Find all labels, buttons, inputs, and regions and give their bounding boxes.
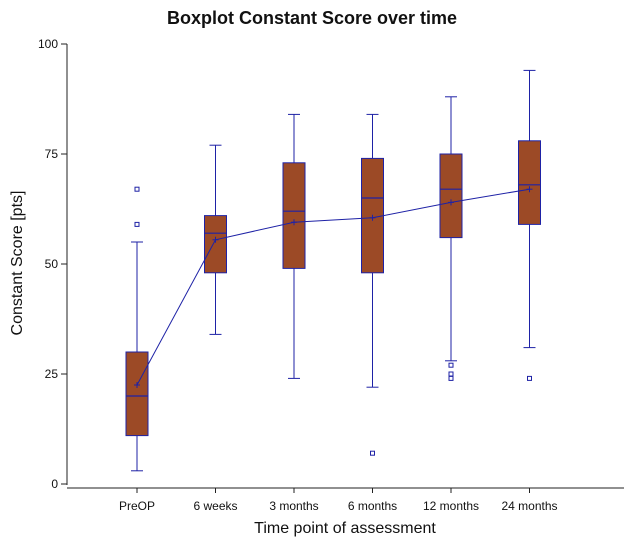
- x-tick-label: 6 weeks: [193, 499, 237, 513]
- y-tick-label: 75: [45, 147, 59, 161]
- x-axis-label: Time point of assessment: [254, 520, 436, 537]
- chart-title: Boxplot Constant Score over time: [166, 8, 458, 28]
- y-tick-label: 0: [51, 477, 58, 491]
- box-iqr: [204, 215, 227, 274]
- x-tick-label: 3 months: [269, 499, 318, 513]
- outlier-point: [527, 375, 532, 381]
- x-tick-label: PreOP: [119, 499, 155, 513]
- x-tick-label: 24 months: [501, 499, 557, 513]
- x-tick-label: 12 months: [423, 499, 479, 513]
- outlier-point: [134, 221, 140, 227]
- y-tick-label: 25: [45, 367, 59, 381]
- outlier-point: [448, 362, 454, 368]
- mean-line: [136, 188, 530, 386]
- outlier-point: [370, 450, 375, 456]
- outlier-point: [448, 371, 454, 377]
- box-iqr: [125, 351, 149, 437]
- x-tick-label: 6 months: [348, 499, 397, 513]
- outlier-point: [134, 186, 140, 192]
- box-iqr: [518, 140, 541, 225]
- outlier-point: [448, 375, 454, 381]
- box-iqr: [282, 162, 306, 269]
- y-tick-label: 50: [45, 257, 59, 271]
- box-iqr: [439, 153, 463, 239]
- y-tick-label: 100: [38, 37, 58, 51]
- y-axis-label-text: Constant Score [pts]: [9, 190, 26, 336]
